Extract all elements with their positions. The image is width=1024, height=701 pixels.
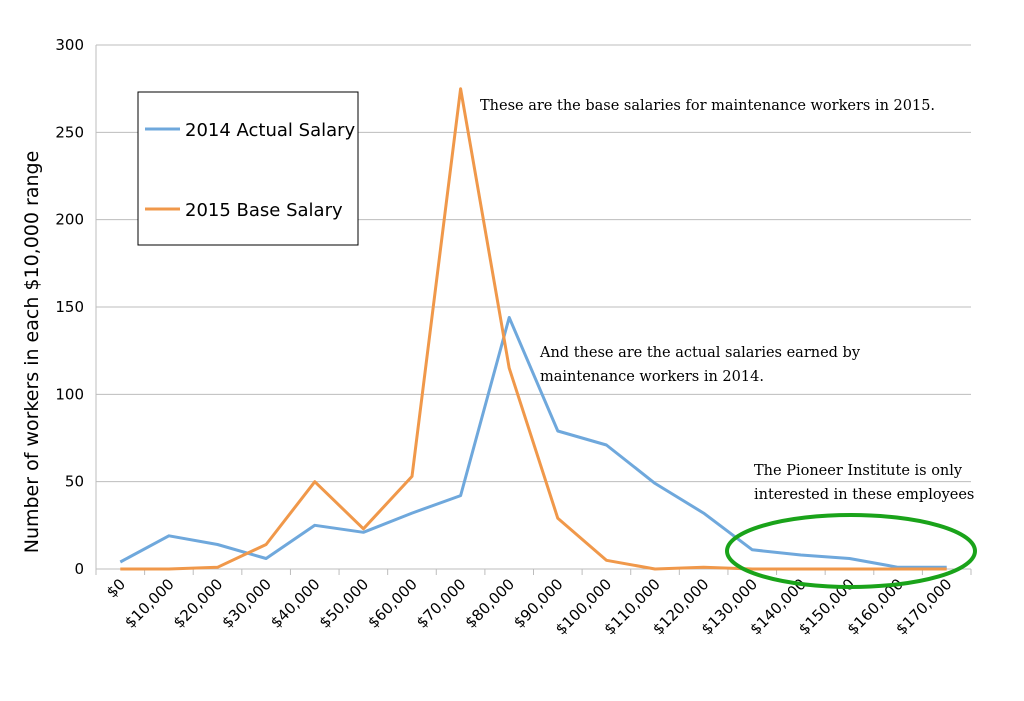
series-line-2014 [119,316,947,569]
annotation-pioneer-line1: The Pioneer Institute is only [754,463,963,479]
y-tick-label: 250 [55,123,84,141]
x-tick-label: $80,000 [461,575,518,632]
x-tick-label: $30,000 [218,575,275,632]
legend-label-2014: 2014 Actual Salary [185,120,356,141]
annotation-actual-salaries-line1: And these are the actual salaries earned… [539,345,861,361]
x-tick-label: $40,000 [267,575,324,632]
series-line-2015 [120,87,947,571]
x-tick-label: $0 [103,575,129,601]
series-lines [119,87,947,571]
x-tick-label: $60,000 [364,575,421,632]
y-axis-ticks: 0 50 100 150 200 250 300 [55,36,84,578]
legend-label-2015: 2015 Base Salary [185,200,343,221]
highlight-ellipse [725,513,977,589]
legend: 2014 Actual Salary 2015 Base Salary [137,91,359,246]
y-tick-label: 150 [55,298,84,316]
x-tick-label: $10,000 [121,575,178,632]
y-tick-label: 0 [74,560,84,578]
annotation-actual-salaries-line2: maintenance workers in 2014. [540,369,764,385]
y-tick-label: 300 [55,36,84,54]
y-tick-label: 100 [55,385,84,403]
annotation-pioneer-line2: interested in these employees [754,487,974,503]
y-tick-label: 50 [65,473,84,491]
annotation-base-salaries: These are the base salaries for maintena… [480,98,935,114]
y-tick-label: 200 [55,211,84,229]
x-tick-label: $20,000 [170,575,227,632]
y-axis-label: Number of workers in each $10,000 range [21,151,43,554]
x-tick-label: $70,000 [413,575,470,632]
legend-box [137,91,359,246]
x-tick-label: $50,000 [316,575,373,632]
